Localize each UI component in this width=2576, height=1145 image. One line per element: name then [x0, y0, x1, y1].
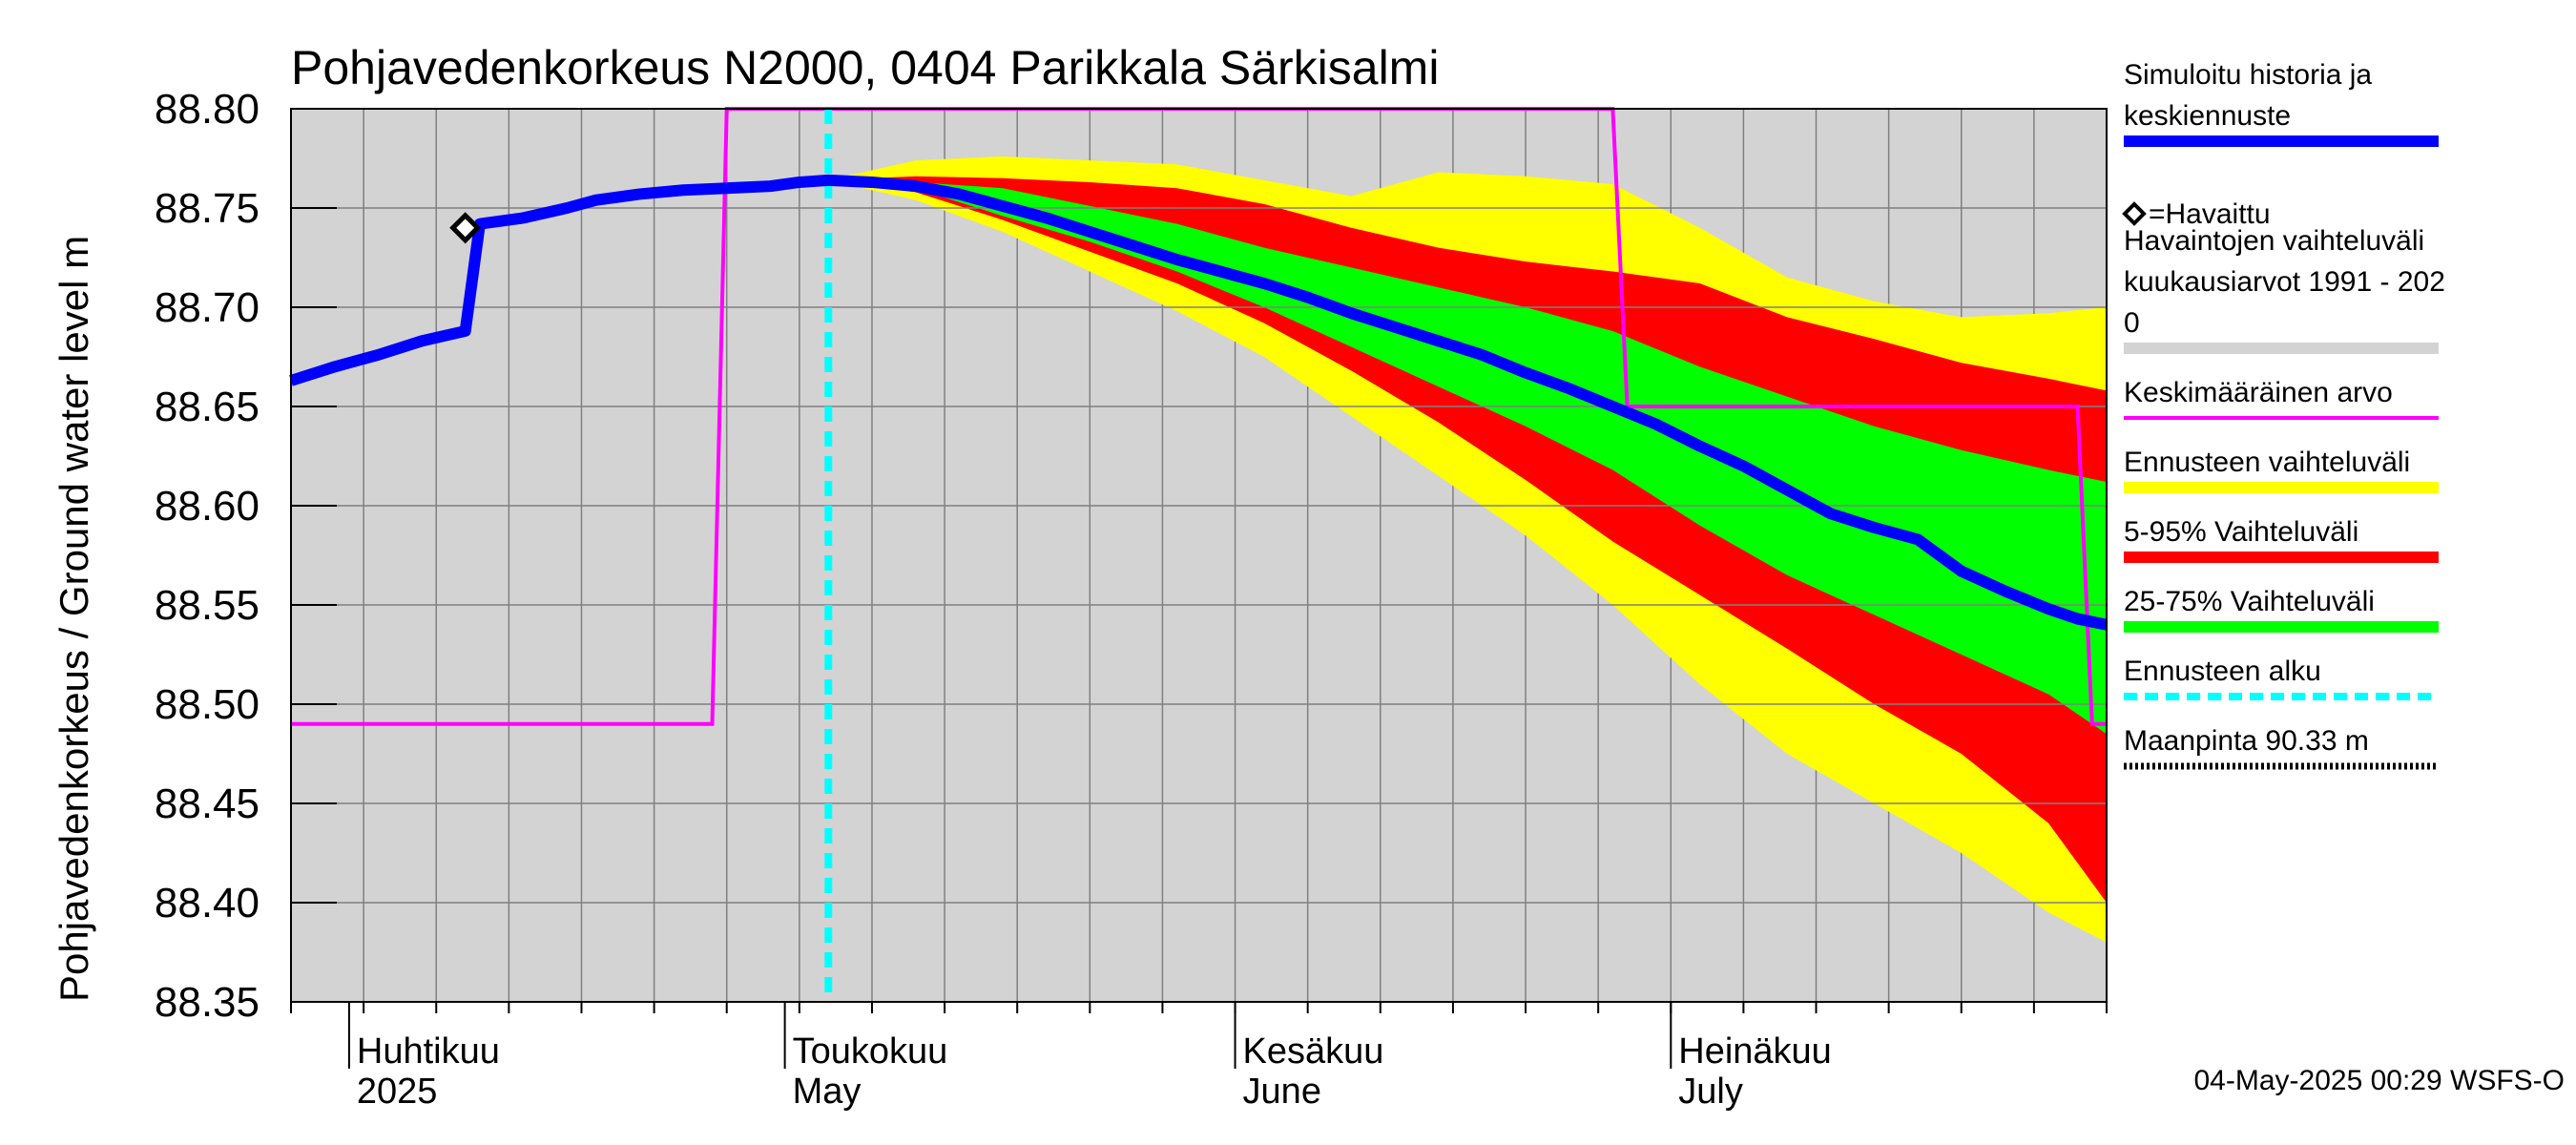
- x-month-label: Toukokuu: [793, 1031, 948, 1072]
- x-month-sublabel: May: [793, 1072, 862, 1112]
- legend-observed-marker: [2122, 201, 2147, 226]
- legend: Simuloitu historia ja keskiennuste =Havait…: [2122, 59, 2445, 770]
- plot-frame: [290, 108, 2108, 1003]
- y-tick-label: 88.40: [155, 880, 260, 926]
- y-tick-label: 88.75: [155, 185, 260, 232]
- legend-label: keskiennuste: [2124, 100, 2291, 132]
- legend-label: Keskimääräinen arvo: [2124, 377, 2393, 408]
- x-month-sublabel: July: [1678, 1072, 1743, 1112]
- y-tick-label: 88.35: [155, 979, 260, 1026]
- legend-label: 25-75% Vaihteluväli: [2124, 586, 2375, 617]
- band-5-95-vaihteluv-li: [828, 176, 2107, 904]
- timestamp: 04-May-2025 00:29 WSFS-O: [2194, 1065, 2566, 1096]
- legend-label: Havaintojen vaihteluväli: [2124, 225, 2424, 257]
- plot-area: [289, 107, 2109, 1003]
- x-month-sublabel: 2025: [357, 1072, 438, 1112]
- x-month-label: Heinäkuu: [1678, 1031, 1832, 1072]
- y-tick-label: 88.80: [155, 86, 260, 133]
- legend-label: kuukausiarvot 1991 - 202: [2124, 266, 2445, 298]
- x-month-sublabel: June: [1243, 1072, 1321, 1112]
- y-tick-label: 88.50: [155, 681, 260, 728]
- legend-label: =Havaittu: [2149, 198, 2271, 230]
- legend-label: Ennusteen vaihteluväli: [2124, 447, 2410, 478]
- chart-title: Pohjavedenkorkeus N2000, 0404 Parikkala …: [291, 41, 1439, 94]
- legend-label: 0: [2124, 307, 2140, 339]
- simulated-forecast-line: [289, 174, 2109, 631]
- y-tick-label: 88.45: [155, 781, 260, 827]
- legend-label: Simuloitu historia ja: [2124, 59, 2372, 91]
- y-tick-label: 88.65: [155, 384, 260, 430]
- y-axis-title: Pohjavedenkorkeus / Ground water level m: [52, 236, 96, 1002]
- observed-point-diamond: [449, 212, 482, 244]
- y-tick-label: 88.55: [155, 582, 260, 629]
- legend-label: 5-95% Vaihteluväli: [2124, 516, 2358, 548]
- legend-label: Ennusteen alku: [2124, 656, 2321, 687]
- axis-ticks: 88.80 88.75 88.70 88.65 88.60 88.55 88.50 88.45…: [155, 86, 2108, 1112]
- x-month-label: Huhtikuu: [357, 1031, 500, 1072]
- x-month-label: Kesäkuu: [1243, 1031, 1384, 1072]
- y-tick-label: 88.60: [155, 483, 260, 530]
- band-25-75-vaihteluv-li: [828, 179, 2107, 735]
- legend-label: Maanpinta 90.33 m: [2124, 725, 2369, 757]
- y-tick-label: 88.70: [155, 284, 260, 331]
